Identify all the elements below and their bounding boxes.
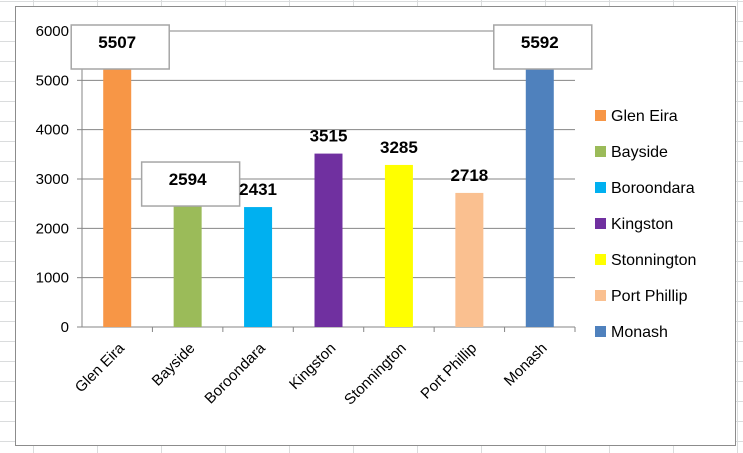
data-label: 2431 — [239, 180, 277, 199]
data-label-box — [70, 24, 170, 70]
bar-boroondara[interactable] — [244, 207, 273, 327]
y-tick-label: 3000 — [36, 171, 69, 188]
y-tick-label: 0 — [61, 319, 69, 336]
legend-swatch — [595, 182, 606, 193]
legend-swatch — [595, 254, 606, 265]
bar-glen-eira[interactable] — [103, 55, 132, 327]
chart-area[interactable] — [15, 6, 736, 446]
data-label: 5592 — [521, 33, 559, 52]
data-label: 5507 — [98, 33, 136, 52]
bar-kingston[interactable] — [314, 153, 343, 327]
bar-monash[interactable] — [525, 51, 554, 328]
x-category-label: Port Phillip — [417, 340, 480, 403]
bar-stonnington[interactable] — [384, 164, 413, 327]
data-label: 2594 — [169, 170, 207, 189]
data-label-box — [493, 24, 593, 70]
data-label-box — [140, 161, 241, 207]
x-category-label: Boroondara — [201, 339, 269, 407]
x-category-label: Stonnington — [341, 340, 410, 409]
y-tick-label: 6000 — [36, 23, 69, 40]
legend-label: Glen Eira — [611, 108, 678, 125]
data-label: 3285 — [380, 138, 418, 157]
y-tick-label: 5000 — [36, 72, 69, 89]
bar-bayside[interactable] — [173, 199, 202, 327]
x-category-label: Kingston — [286, 340, 339, 393]
y-tick-label: 4000 — [36, 122, 69, 139]
legend-label: Stonnington — [611, 252, 696, 269]
bar-port-phillip[interactable] — [455, 192, 484, 327]
legend-swatch — [595, 218, 606, 229]
legend-label: Bayside — [611, 144, 668, 161]
x-category-label: Bayside — [149, 340, 199, 390]
legend-label: Monash — [611, 324, 668, 341]
x-category-label: Monash — [501, 340, 551, 390]
legend-swatch — [595, 326, 606, 337]
x-category-label: Glen Eira — [72, 339, 129, 396]
legend-label: Kingston — [611, 216, 673, 233]
y-tick-label: 1000 — [36, 270, 69, 287]
legend-swatch — [595, 146, 606, 157]
legend-label: Port Phillip — [611, 288, 688, 305]
y-tick-label: 2000 — [36, 220, 69, 237]
legend-label: Boroondara — [611, 180, 695, 197]
legend-swatch — [595, 290, 606, 301]
legend-swatch — [595, 110, 606, 121]
data-label: 2718 — [450, 166, 488, 185]
data-label: 3515 — [310, 127, 348, 146]
